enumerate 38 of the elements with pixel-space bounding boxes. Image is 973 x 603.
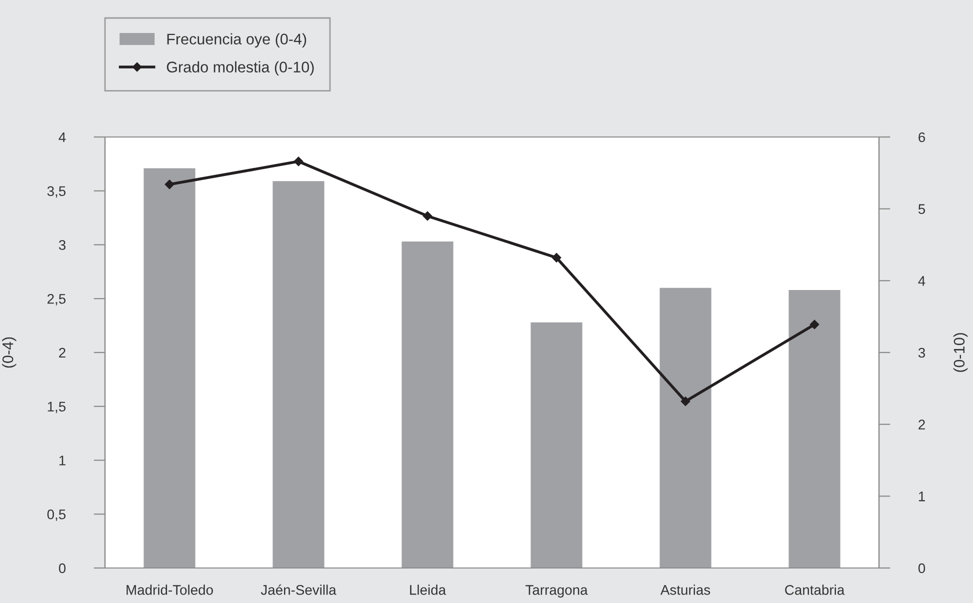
y2-tick-label: 5 xyxy=(918,204,926,214)
point xyxy=(422,211,432,221)
bar xyxy=(144,168,196,568)
y2-tick-label: 4 xyxy=(918,276,926,286)
y2-tick-label: 2 xyxy=(918,420,925,430)
bar xyxy=(402,242,454,568)
y-tick-label: 1 xyxy=(59,456,66,466)
y2-tick-label: 0 xyxy=(918,563,926,574)
y-axis-title: (0-4) xyxy=(2,337,16,368)
point xyxy=(294,156,304,166)
x-tick-label: Madrid-Toledo xyxy=(126,584,213,595)
bar xyxy=(530,322,582,568)
y-tick-label: 1,5 xyxy=(48,402,66,414)
y2-tick-label: 3 xyxy=(918,348,926,358)
point xyxy=(680,396,690,406)
bar xyxy=(788,290,840,568)
x-tick-label: Lleida xyxy=(410,584,446,595)
point xyxy=(552,253,562,262)
y2-tick-label: 1 xyxy=(918,492,925,502)
legend-label: Grado molestia (0-10) xyxy=(166,61,314,76)
y-tick-label: 3,5 xyxy=(47,186,66,198)
point xyxy=(164,180,174,190)
bar xyxy=(660,288,712,568)
x-tick-label: Cantabria xyxy=(785,584,845,595)
x-tick-label: Asturias xyxy=(660,584,710,595)
x-tick-label: Jaén-Sevilla xyxy=(260,584,336,595)
y-tick-label: 0,5 xyxy=(47,509,66,521)
y-tick-label: 4 xyxy=(58,132,66,142)
y-tick-label: 2,5 xyxy=(48,294,66,306)
y2-tick-label: 6 xyxy=(918,132,926,142)
y-tick-label: 0 xyxy=(58,563,66,574)
legend-label: Frecuencia oye (0-4) xyxy=(167,33,306,48)
y-tick-label: 3 xyxy=(58,240,66,250)
x-tick-label: Tarragona xyxy=(526,585,588,598)
point xyxy=(810,320,820,330)
bar xyxy=(272,181,324,568)
y-tick-label: 2 xyxy=(59,348,66,358)
y2-axis-title: (0-10) xyxy=(953,333,968,372)
